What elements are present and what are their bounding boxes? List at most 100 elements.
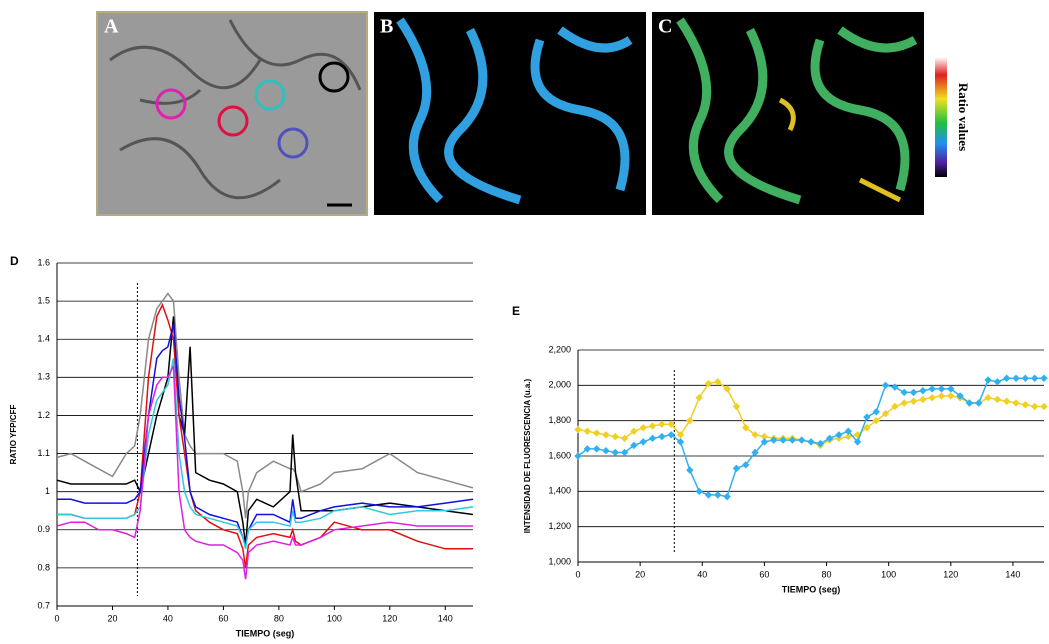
marker bbox=[1012, 399, 1020, 407]
cell-outline bbox=[109, 19, 362, 200]
marker bbox=[779, 436, 787, 444]
marker bbox=[835, 431, 843, 439]
marker bbox=[825, 434, 834, 443]
marker bbox=[1012, 374, 1020, 382]
marker bbox=[1021, 401, 1030, 409]
x-tick-label: 40 bbox=[163, 613, 173, 623]
series-line bbox=[577, 377, 1044, 498]
x-tick-label: 100 bbox=[881, 569, 896, 579]
y-tick-label: 0.7 bbox=[37, 600, 50, 610]
marker bbox=[1003, 374, 1011, 382]
marker bbox=[723, 492, 731, 501]
marker bbox=[742, 461, 750, 469]
y-tick-label: 1.5 bbox=[37, 295, 50, 305]
marker bbox=[592, 445, 601, 453]
marker bbox=[751, 448, 759, 457]
marker bbox=[965, 399, 974, 407]
marker bbox=[611, 432, 619, 441]
marker bbox=[984, 393, 992, 402]
marker bbox=[1040, 402, 1048, 411]
marker bbox=[648, 422, 657, 430]
x-tick-label: 100 bbox=[327, 613, 342, 623]
marker bbox=[574, 425, 582, 434]
y-tick-label: 1,000 bbox=[548, 556, 571, 566]
marker bbox=[760, 438, 769, 446]
y-tick-label: 1.3 bbox=[37, 372, 50, 382]
y-tick-label: 0.8 bbox=[37, 562, 50, 572]
roi-circle bbox=[318, 61, 350, 93]
marker bbox=[807, 438, 815, 446]
marker bbox=[1003, 397, 1011, 405]
marker bbox=[919, 386, 927, 395]
image-label: C bbox=[658, 16, 672, 38]
marker bbox=[704, 379, 713, 388]
x-tick-label: 140 bbox=[438, 613, 453, 623]
panel-label: D bbox=[10, 254, 19, 268]
x-tick-label: 60 bbox=[759, 569, 769, 579]
x-tick-label: 20 bbox=[107, 613, 117, 623]
y-tick-label: 2,000 bbox=[548, 380, 571, 390]
series-line bbox=[56, 365, 473, 580]
y-tick-label: 1,800 bbox=[548, 415, 571, 425]
marker bbox=[742, 424, 750, 432]
marker bbox=[770, 436, 778, 444]
y-tick-label: 1,200 bbox=[548, 521, 571, 531]
marker bbox=[630, 427, 638, 435]
marker bbox=[714, 378, 722, 386]
y-tick-label: 1.2 bbox=[37, 410, 50, 420]
fluorescence bbox=[676, 17, 918, 205]
roi-circle bbox=[155, 88, 187, 120]
marker bbox=[686, 466, 694, 474]
marker bbox=[686, 416, 694, 425]
x-tick-label: 120 bbox=[943, 569, 958, 579]
series-line bbox=[56, 292, 474, 519]
marker bbox=[844, 427, 852, 435]
y-tick-label: 1.4 bbox=[37, 334, 50, 344]
marker bbox=[1021, 374, 1030, 382]
marker bbox=[1030, 402, 1039, 411]
y-tick-label: 2,200 bbox=[548, 344, 571, 354]
marker bbox=[658, 432, 666, 441]
x-tick-label: 80 bbox=[822, 569, 832, 579]
y-tick-label: 0.9 bbox=[37, 524, 50, 534]
marker bbox=[863, 424, 871, 432]
marker bbox=[853, 438, 862, 446]
marker bbox=[723, 385, 731, 393]
marker bbox=[872, 408, 880, 416]
marker bbox=[788, 436, 797, 444]
marker bbox=[704, 491, 713, 499]
y-tick-label: 1,400 bbox=[548, 486, 571, 496]
marker bbox=[658, 420, 666, 428]
marker bbox=[881, 409, 890, 418]
marker bbox=[891, 402, 899, 411]
marker bbox=[583, 427, 592, 435]
marker bbox=[797, 436, 806, 444]
y-tick-label: 1.6 bbox=[37, 257, 50, 267]
marker bbox=[900, 388, 908, 397]
panel-label: E bbox=[512, 304, 520, 318]
series-line bbox=[57, 302, 473, 569]
marker bbox=[975, 399, 983, 407]
y-tick-label: 1 bbox=[45, 486, 50, 496]
marker bbox=[928, 385, 936, 393]
image-label: B bbox=[380, 16, 393, 38]
marker bbox=[583, 445, 592, 453]
marker bbox=[844, 432, 852, 441]
marker bbox=[611, 448, 619, 457]
y-tick-label: 1.1 bbox=[37, 448, 50, 458]
marker bbox=[602, 431, 610, 439]
marker bbox=[881, 381, 890, 390]
marker bbox=[695, 487, 703, 496]
marker bbox=[676, 431, 685, 439]
marker bbox=[648, 434, 657, 443]
marker bbox=[816, 439, 825, 448]
x-tick-label: 20 bbox=[635, 569, 645, 579]
marker bbox=[1030, 374, 1039, 382]
marker bbox=[919, 395, 927, 404]
marker bbox=[602, 446, 610, 455]
x-tick-label: 0 bbox=[575, 569, 580, 579]
marker bbox=[639, 438, 647, 446]
marker bbox=[751, 431, 759, 439]
series-line bbox=[56, 316, 474, 546]
